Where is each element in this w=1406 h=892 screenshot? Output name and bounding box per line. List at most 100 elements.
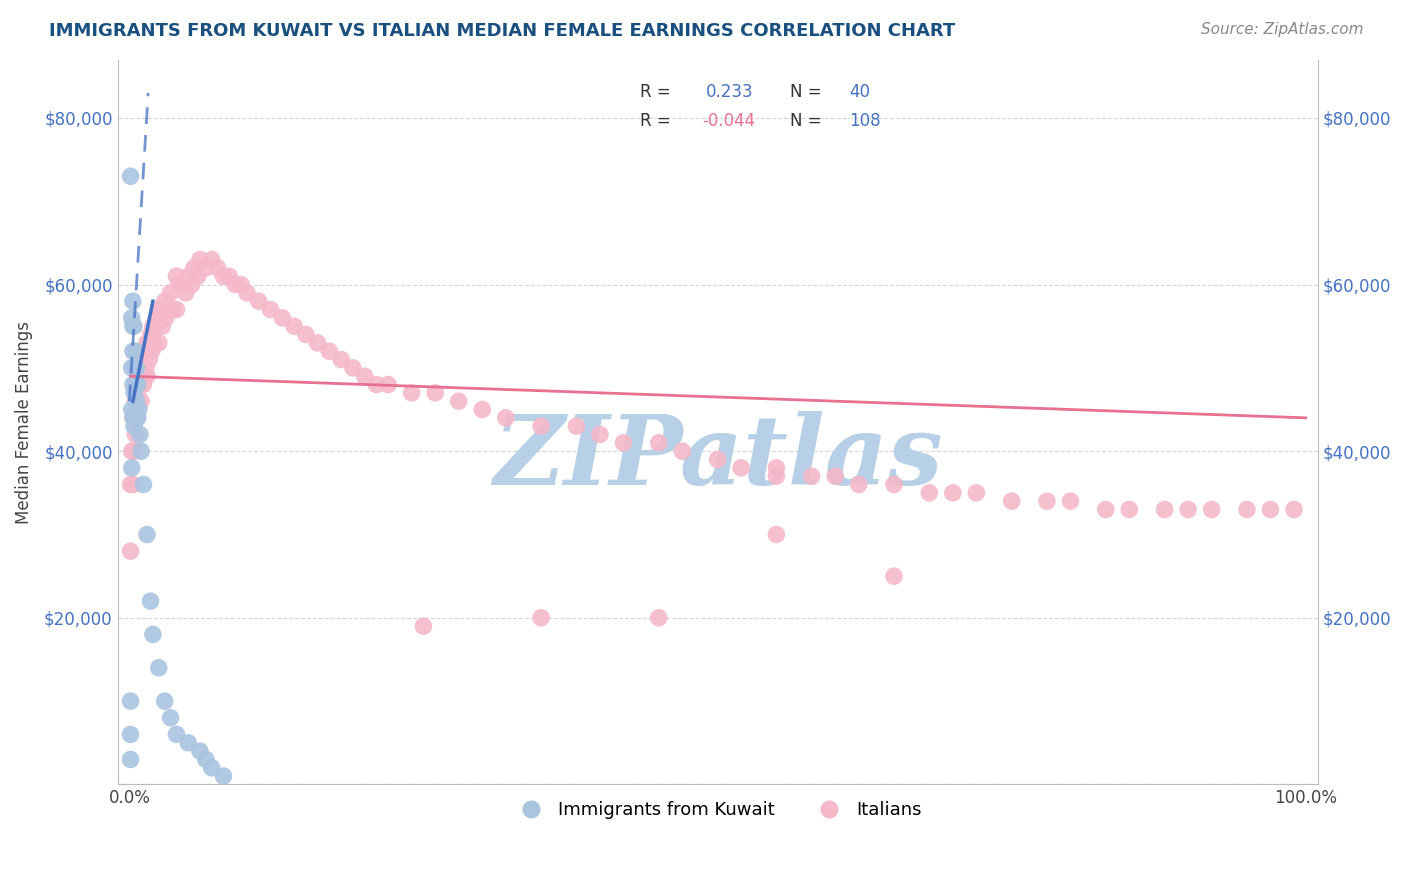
Point	[139, 594, 162, 608]
Point	[187, 269, 209, 284]
Point	[162, 302, 184, 317]
Point	[120, 752, 142, 766]
Point	[180, 277, 202, 292]
Point	[188, 744, 211, 758]
Point	[565, 419, 588, 434]
Point	[122, 410, 145, 425]
Point	[132, 477, 155, 491]
Point	[706, 452, 728, 467]
Point	[127, 377, 149, 392]
Point	[530, 419, 553, 434]
Point	[129, 427, 152, 442]
Point	[143, 319, 166, 334]
Point	[942, 486, 965, 500]
Point	[201, 761, 224, 775]
Point	[124, 394, 146, 409]
Y-axis label: Median Female Earnings: Median Female Earnings	[15, 320, 32, 524]
Point	[765, 469, 787, 483]
Point	[648, 611, 671, 625]
Point	[589, 427, 612, 442]
Point	[412, 619, 434, 633]
Point	[136, 527, 159, 541]
Point	[122, 319, 145, 334]
Point	[132, 377, 155, 392]
Point	[138, 352, 160, 367]
Point	[330, 352, 353, 367]
Point	[125, 394, 148, 409]
Point	[128, 402, 150, 417]
Point	[122, 419, 145, 434]
Text: N =: N =	[790, 83, 821, 101]
Point	[120, 169, 142, 184]
Point	[124, 410, 146, 425]
Point	[134, 344, 156, 359]
Point	[128, 394, 150, 409]
Point	[125, 385, 148, 400]
Point	[848, 477, 870, 491]
Point	[1153, 502, 1175, 516]
Point	[212, 769, 235, 783]
Point	[124, 427, 146, 442]
Point	[122, 294, 145, 309]
Point	[122, 319, 145, 334]
Point	[122, 360, 145, 375]
Point	[765, 460, 787, 475]
Point	[918, 486, 941, 500]
Point	[129, 444, 152, 458]
Point	[671, 444, 693, 458]
Text: 40: 40	[849, 83, 870, 101]
Point	[121, 310, 143, 325]
Text: 0.233: 0.233	[706, 83, 754, 101]
Point	[121, 402, 143, 417]
Point	[148, 302, 170, 317]
Point	[142, 627, 165, 641]
Point	[122, 344, 145, 359]
Point	[342, 360, 364, 375]
Point	[148, 661, 170, 675]
Legend: Immigrants from Kuwait, Italians: Immigrants from Kuwait, Italians	[506, 794, 929, 826]
Point	[165, 302, 187, 317]
Point	[153, 694, 176, 708]
Point	[447, 394, 470, 409]
Point	[353, 369, 375, 384]
Point	[201, 252, 224, 267]
Point	[127, 377, 149, 392]
Point	[471, 402, 494, 417]
Point	[648, 435, 671, 450]
Point	[495, 410, 517, 425]
Text: N =: N =	[790, 112, 821, 130]
Point	[401, 385, 423, 400]
Point	[188, 252, 211, 267]
Point	[167, 277, 190, 292]
Text: R =: R =	[640, 112, 671, 130]
Point	[159, 711, 181, 725]
Point	[730, 460, 752, 475]
Point	[120, 477, 142, 491]
Point	[765, 527, 787, 541]
Point	[965, 486, 987, 500]
Point	[132, 344, 155, 359]
Point	[131, 352, 153, 367]
Point	[122, 385, 145, 400]
Point	[135, 360, 157, 375]
Point	[425, 385, 447, 400]
Point	[177, 269, 200, 284]
Point	[177, 736, 200, 750]
Point	[295, 327, 318, 342]
Point	[247, 294, 270, 309]
Point	[1001, 494, 1024, 508]
Point	[122, 444, 145, 458]
Point	[136, 335, 159, 350]
Point	[174, 285, 197, 300]
Point	[121, 360, 143, 375]
Point	[1282, 502, 1305, 516]
Point	[120, 694, 142, 708]
Point	[136, 335, 159, 350]
Point	[212, 269, 235, 284]
Text: Source: ZipAtlas.com: Source: ZipAtlas.com	[1201, 22, 1364, 37]
Point	[159, 285, 181, 300]
Point	[121, 444, 143, 458]
Text: -0.044: -0.044	[702, 112, 755, 130]
Point	[183, 260, 205, 275]
Point	[122, 377, 145, 392]
